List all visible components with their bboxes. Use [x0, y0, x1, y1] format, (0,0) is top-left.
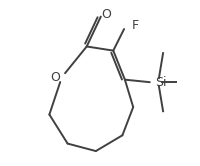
Text: Si: Si [155, 76, 167, 89]
Text: F: F [131, 19, 138, 32]
Text: O: O [101, 8, 111, 21]
Text: O: O [50, 71, 60, 84]
